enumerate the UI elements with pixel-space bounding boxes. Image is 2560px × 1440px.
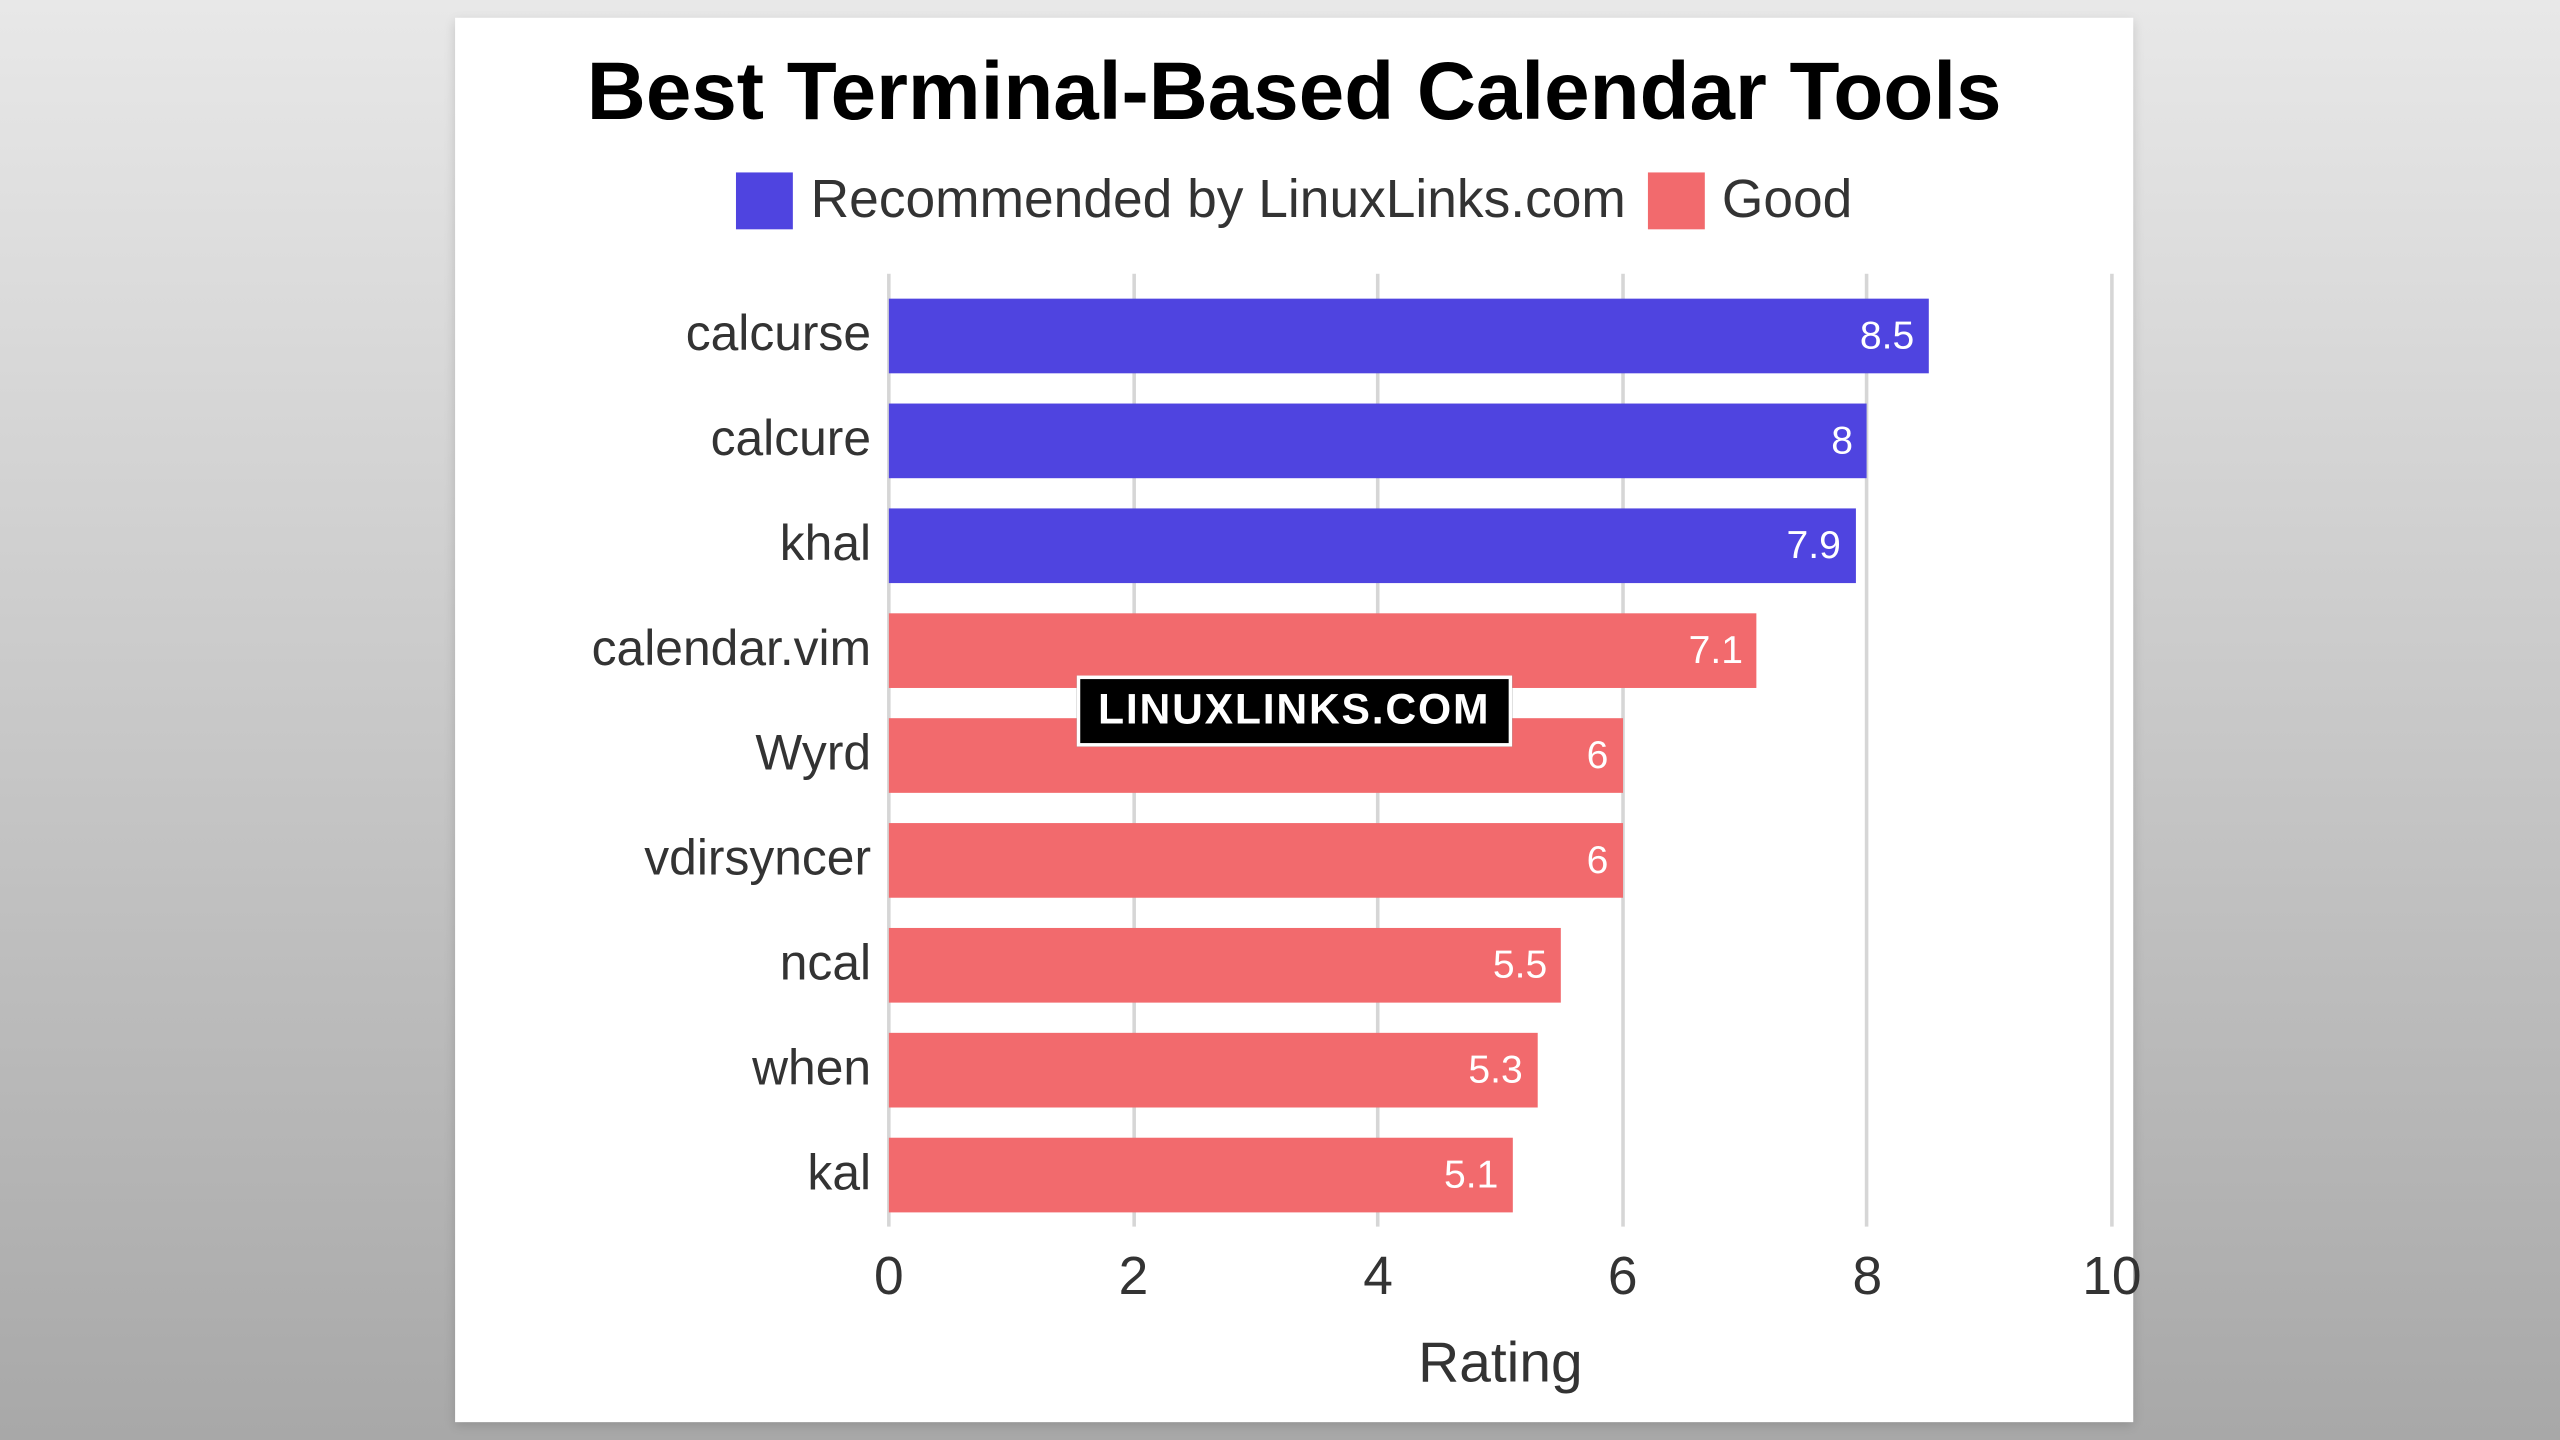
bar-value-label: 8 [1831,418,1853,464]
y-tick-label: khal [780,516,871,573]
bar-value-label: 7.1 [1689,628,1743,674]
x-tick-label: 6 [1608,1248,1638,1308]
bar-value-label: 6 [1587,732,1609,778]
bar: 5.3 [889,1033,1537,1108]
x-tick-label: 2 [1119,1248,1149,1308]
bar: 5.5 [889,928,1562,1003]
x-tick-label: 0 [874,1248,904,1308]
bar: 5.1 [889,1138,1513,1213]
bar-value-label: 7.9 [1786,523,1840,569]
y-tick-label: calendar.vim [592,621,871,678]
y-tick-label: Wyrd [755,726,871,783]
x-tick-label: 8 [1852,1248,1882,1308]
bar-value-label: 6 [1587,837,1609,883]
y-tick-label: kal [807,1145,871,1202]
x-axis-label: Rating [1418,1330,1582,1396]
bar: 8 [889,404,1867,479]
gridline [2110,274,2114,1227]
y-tick-label: vdirsyncer [644,831,871,888]
x-tick-label: 4 [1363,1248,1393,1308]
y-tick-label: calcure [711,411,871,468]
bar-value-label: 5.3 [1468,1047,1522,1093]
y-tick-label: ncal [780,935,871,992]
bar-value-label: 5.5 [1493,942,1547,988]
chart-card: Best Terminal-Based Calendar Tools Recom… [455,18,2133,1422]
bar: 8.5 [889,299,1929,374]
bar: 6 [889,823,1623,898]
bar-value-label: 8.5 [1860,313,1914,359]
bar-value-label: 5.1 [1444,1152,1498,1198]
watermark-badge: LINUXLINKS.COM [1077,676,1512,747]
y-tick-label: when [752,1040,871,1097]
y-tick-label: calcurse [686,306,871,363]
x-tick-label: 10 [2082,1248,2141,1308]
bar: 7.9 [889,508,1855,583]
